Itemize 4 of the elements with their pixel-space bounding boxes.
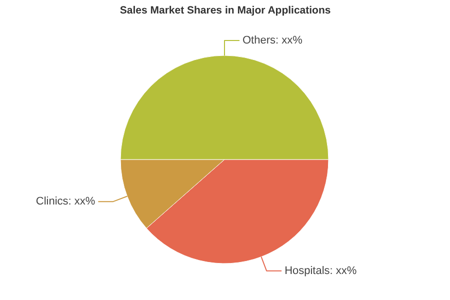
slice-label: Others: xx% [242, 34, 303, 46]
chart-title: Sales Market Shares in Major Applications [120, 4, 331, 16]
slice-label: Hospitals: xx% [284, 264, 357, 277]
slice-label: Clinics: xx% [36, 196, 96, 208]
